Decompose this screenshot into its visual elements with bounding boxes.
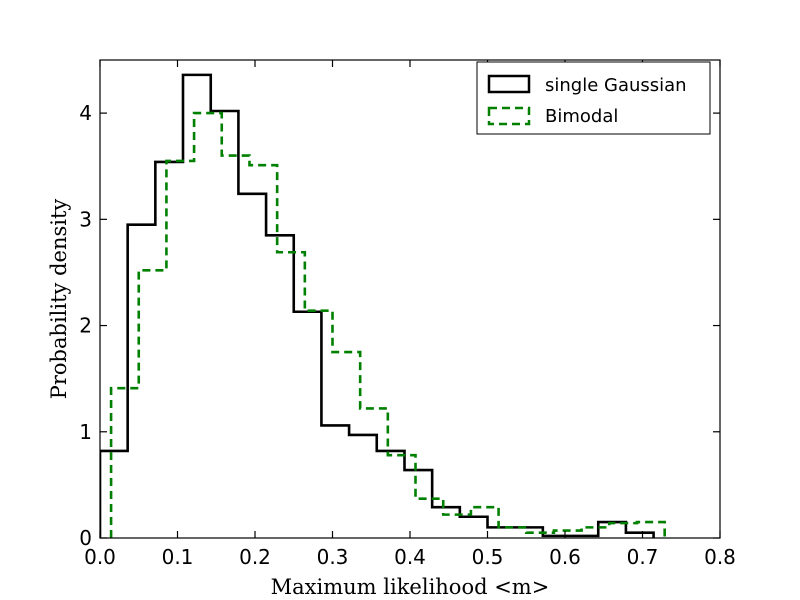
y-tick-label: 2 bbox=[79, 314, 92, 338]
legend-label-single-gaussian: single Gaussian bbox=[545, 75, 687, 96]
x-tick-label: 0.7 bbox=[627, 545, 659, 569]
x-tick-label: 0.4 bbox=[394, 545, 426, 569]
x-tick-label: 0.8 bbox=[704, 545, 736, 569]
legend-box bbox=[476, 61, 711, 135]
y-tick-label: 1 bbox=[79, 420, 92, 444]
x-tick-label: 0.0 bbox=[84, 545, 116, 569]
y-tick-label: 4 bbox=[79, 101, 92, 125]
series-layer bbox=[100, 73, 666, 538]
series-line-single-gaussian bbox=[100, 73, 655, 538]
legend-label-bimodal: Bimodal bbox=[545, 106, 618, 127]
x-tick-label: 0.6 bbox=[549, 545, 581, 569]
y-tick-label: 0 bbox=[79, 526, 92, 550]
x-axis-label: Maximum likelihood <m> bbox=[271, 575, 550, 599]
legend-swatch-bimodal bbox=[487, 106, 531, 126]
y-axis-label: Probability density bbox=[47, 199, 71, 400]
x-tick-label: 0.5 bbox=[472, 545, 504, 569]
series-line-bimodal bbox=[109, 111, 666, 538]
x-tick-label: 0.1 bbox=[162, 545, 194, 569]
legend-swatch-single-gaussian bbox=[487, 74, 531, 94]
y-tick-label: 3 bbox=[79, 207, 92, 231]
legend: single Gaussian Bimodal bbox=[476, 61, 711, 135]
x-tick-label: 0.3 bbox=[317, 545, 349, 569]
x-tick-label: 0.2 bbox=[239, 545, 271, 569]
ticks-layer: 0.0 0.1 0.2 0.3 0.4 0.5 0.6 0.7 0.8 0 1 2 3 4 bbox=[79, 60, 736, 569]
